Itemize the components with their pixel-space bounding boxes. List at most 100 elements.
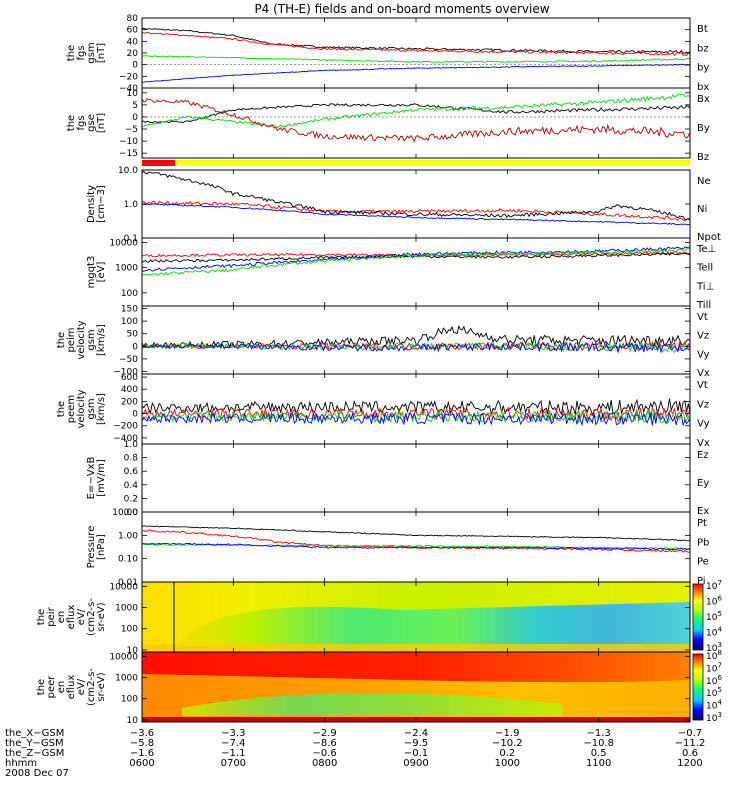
y-tick-label: 60 <box>127 26 139 36</box>
series-vx-line <box>141 411 691 427</box>
heatmap-low-energy-region <box>172 602 690 652</box>
y-tick-label: 0.2 <box>124 494 138 504</box>
x-row-value: −11.2 <box>675 738 706 749</box>
y-axis-label: gsm <box>86 329 97 350</box>
colorbar-exponent: 6 <box>717 595 722 603</box>
legend-vt: Vt <box>697 312 708 323</box>
y-axis-label: [cm−3] <box>96 185 107 223</box>
state-bar-yellow <box>142 160 690 166</box>
y-axis-label: [km/s] <box>96 393 107 425</box>
y-tick-label: 20 <box>127 49 139 59</box>
y-tick-label: −200 <box>113 422 138 432</box>
colorbar-label: 103 <box>706 711 722 724</box>
series-vt-line <box>141 398 691 416</box>
series-by-line <box>141 93 691 129</box>
y-tick-label: 40 <box>127 37 139 47</box>
legend-pb: Pb <box>697 537 709 548</box>
x-row-label: hhmm <box>5 758 37 769</box>
y-axis-label: peem <box>66 395 77 423</box>
legend-pt: Pt <box>697 518 707 529</box>
colorbar-gradient <box>692 653 704 721</box>
y-tick-label: 1000 <box>115 264 138 274</box>
x-row-value: 1100 <box>586 758 611 769</box>
y-tick-label: 0.10 <box>118 555 138 565</box>
panel-8: Pt Pb Pe Pi 10.00 1.00 0.10 0.01 Pressure [nPa] <box>86 508 709 588</box>
y-tick-label: 400 <box>121 385 138 395</box>
x-row-value: 0.6 <box>682 748 698 759</box>
x-row-value: 0900 <box>403 758 428 769</box>
y-axis-label: eV/ <box>76 678 87 695</box>
legend-tell: Tell <box>696 263 713 274</box>
y-tick-label: −20 <box>119 72 138 82</box>
legend-te: Te⊥ <box>696 244 716 255</box>
y-axis-label: fgs <box>76 45 87 60</box>
panel-2: Bx By Bz 10 5 0 −5 −10 −15 the fgs gse [nT] <box>66 87 710 163</box>
y-axis-label: sr-eV) <box>96 602 107 631</box>
colorbar-exponent: 7 <box>717 661 721 669</box>
y-tick-label: 10 <box>127 89 139 99</box>
series-bt-line <box>141 27 691 54</box>
panel-frame <box>141 87 691 159</box>
y-tick-label: 200 <box>121 397 138 407</box>
series-bz-line <box>141 31 691 57</box>
legend-bx: Bx <box>697 94 710 105</box>
series-till-line <box>141 248 691 277</box>
y-axis-label: E=−VxB <box>86 457 97 500</box>
x-row-value: −7.4 <box>221 738 245 749</box>
colorbar-gradient <box>692 583 704 651</box>
y-tick-label: 10000 <box>109 238 138 248</box>
series-bz-line <box>141 98 691 143</box>
legend-vz: Vz <box>697 399 709 410</box>
y-tick-label: 100 <box>121 625 138 635</box>
legend-pe: Pe <box>697 557 709 568</box>
legend-ni: Ni <box>697 204 707 215</box>
series-bx-line <box>141 103 691 124</box>
series-by-line <box>141 55 691 63</box>
x-row-value: −1.9 <box>495 728 519 739</box>
y-tick-label: 0 <box>132 410 138 420</box>
y-tick-label: 10000 <box>109 582 138 592</box>
legend-pi: Pi <box>697 576 706 587</box>
colorbar-exponent: 5 <box>717 610 721 618</box>
y-tick-label: 0.6 <box>124 467 139 477</box>
y-axis-label: sr-eV) <box>96 672 107 701</box>
x-row-label: the_X−GSM <box>5 728 64 739</box>
y-axis-label: velocity <box>76 320 87 359</box>
x-row-label: the_Y−GSM <box>5 738 64 749</box>
y-axis-label: peir <box>46 606 57 626</box>
y-axis-label: the <box>56 401 67 417</box>
figure-title: P4 (TH-E) fields and on-board moments ov… <box>254 2 549 16</box>
series-ti-line <box>141 246 690 272</box>
x-row-value: −2.9 <box>313 728 337 739</box>
legend-vx: Vx <box>697 438 710 449</box>
y-tick-label: 1.0 <box>124 440 139 450</box>
y-axis-label: [eV] <box>96 262 107 283</box>
x-row-value: 0600 <box>129 758 154 769</box>
y-axis-label: eflux <box>66 605 77 630</box>
legend-vy: Vy <box>697 349 710 360</box>
colorbar-label: 107 <box>706 579 722 592</box>
y-tick-label: 10.00 <box>112 508 138 518</box>
legend-bz: bz <box>697 43 709 54</box>
colorbar-label: 105 <box>706 686 722 699</box>
panel-frame <box>141 169 691 239</box>
x-row-value: −10.2 <box>492 738 523 749</box>
colorbar-exponent: 7 <box>717 579 721 587</box>
y-tick-label: 100 <box>121 317 138 327</box>
y-tick-label: 5 <box>132 101 138 111</box>
series-ne-line <box>141 200 691 222</box>
y-tick-label: 100 <box>121 695 138 705</box>
colorbar-label: 104 <box>706 626 722 639</box>
y-tick-label: −400 <box>113 434 138 444</box>
legend-till: Till <box>696 300 711 311</box>
colorbar-label: 107 <box>706 661 722 674</box>
y-axis-label: fgs <box>76 115 87 130</box>
y-axis-label: gsm <box>86 398 97 419</box>
y-tick-label: 10000 <box>109 652 138 662</box>
y-axis-label: [nT] <box>96 113 107 133</box>
x-row-value: −0.7 <box>678 728 702 739</box>
y-axis-label: eV/ <box>76 608 87 625</box>
x-row-value: 1200 <box>677 758 702 769</box>
y-tick-label: 600 <box>121 373 138 383</box>
